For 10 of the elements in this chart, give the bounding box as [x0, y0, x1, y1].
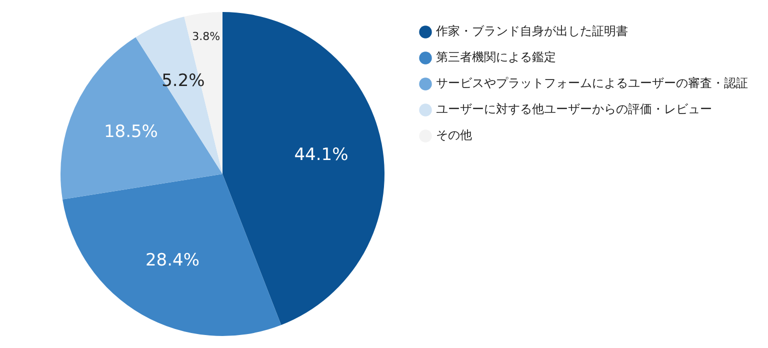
- data-label: 5.2%: [162, 70, 205, 91]
- legend-label: ユーザーに対する他ユーザーからの評価・レビュー: [436, 102, 712, 116]
- data-label: 3.8%: [192, 30, 220, 44]
- data-label: 28.4%: [145, 250, 200, 271]
- data-label: 18.5%: [104, 122, 158, 142]
- legend-label: その他: [436, 128, 472, 142]
- legend-label: 作家・ブランド自身が出した証明書: [435, 24, 628, 38]
- legend-label: サービスやプラットフォームによるユーザーの審査・認証: [436, 76, 748, 90]
- data-label: 44.1%: [294, 144, 348, 165]
- legend-label: 第三者機関による鑑定: [436, 50, 556, 64]
